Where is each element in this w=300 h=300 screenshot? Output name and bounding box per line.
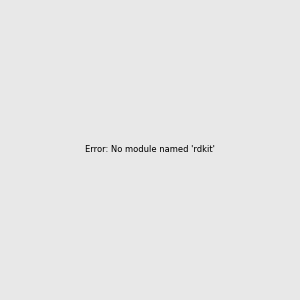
Text: Error: No module named 'rdkit': Error: No module named 'rdkit': [85, 146, 215, 154]
